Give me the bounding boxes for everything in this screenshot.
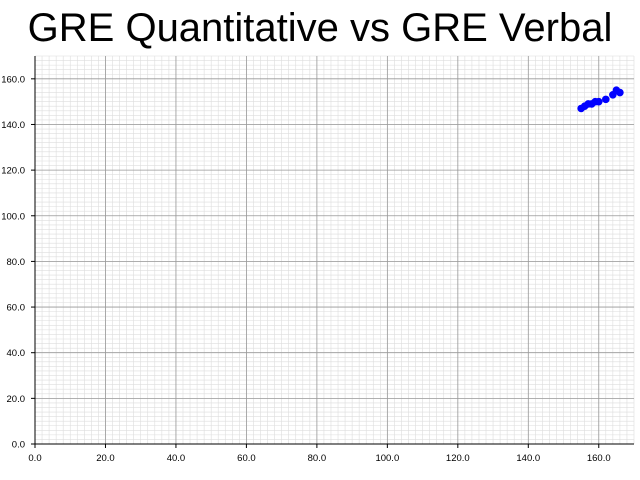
axes: [34, 56, 634, 445]
minor-grid: [34, 55, 635, 445]
x-tick-label: 160.0: [587, 453, 611, 464]
x-tick-label: 100.0: [375, 453, 399, 464]
data-point: [594, 97, 603, 106]
x-tick-label: 20.0: [96, 453, 115, 464]
x-axis-ticks: 0.0 20.0 40.0 60.0 80.0 100.0 120.0 140.0 160.0: [28, 444, 611, 464]
x-tick-label: 80.0: [308, 453, 327, 464]
y-tick-label: 100.0: [1, 211, 25, 222]
data-point: [602, 95, 610, 104]
major-grid: [34, 56, 634, 445]
data-points: [577, 86, 624, 113]
y-tick-label: 80.0: [7, 257, 26, 268]
x-tick-label: 40.0: [167, 453, 186, 464]
x-tick-label: 0.0: [28, 453, 41, 464]
y-axis-ticks: 0.0 20.0 40.0 60.0 80.0 100.0 120.0 140.0 160.0: [1, 74, 35, 451]
x-tick-label: 120.0: [446, 453, 470, 464]
y-tick-label: 140.0: [1, 120, 25, 131]
chart-title: GRE Quantitative vs GRE Verbal: [27, 6, 613, 50]
y-tick-label: 0.0: [12, 440, 25, 451]
y-tick-label: 160.0: [1, 74, 25, 85]
y-tick-label: 60.0: [7, 303, 26, 314]
y-tick-label: 20.0: [7, 394, 26, 405]
x-tick-label: 140.0: [516, 453, 540, 464]
data-point: [616, 88, 624, 97]
x-tick-label: 60.0: [237, 453, 256, 464]
y-tick-label: 40.0: [7, 348, 26, 359]
y-tick-label: 120.0: [1, 166, 25, 177]
